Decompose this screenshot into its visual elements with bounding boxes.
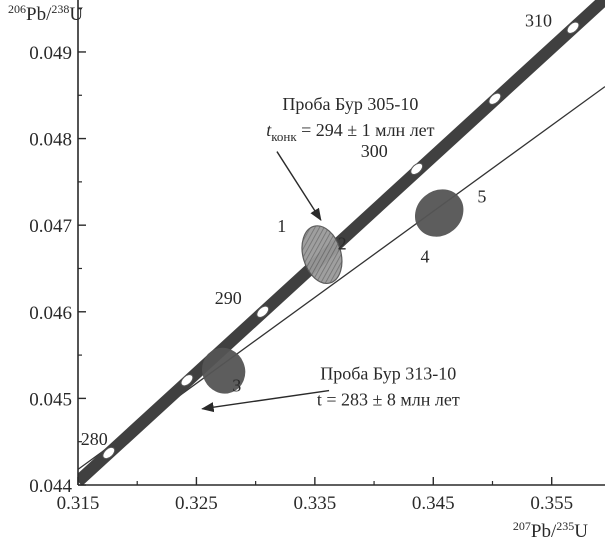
age-label-300: 300 — [361, 141, 388, 161]
x-tick-label-0.355: 0.355 — [530, 493, 573, 514]
axes: 0.315 0.325 0.335 0.345 0.355 0.044 0.045 0.046… — [8, 0, 605, 542]
labels-layer: 280 290 300 310 1 2 3 4 5 Проба Бур 305-10 tконк =… — [81, 11, 552, 449]
y-axis-title-sup2: 238 — [51, 2, 69, 16]
x-axis-title-main2: U — [574, 521, 588, 542]
error-ellipse-2 — [202, 347, 246, 394]
age-label-280: 280 — [81, 429, 108, 449]
y-axis-title-main2: U — [69, 4, 83, 25]
x-tick-label-0.325: 0.325 — [175, 493, 218, 514]
age-marker-290 — [256, 305, 270, 318]
sample-305-annotation-title: Проба Бур 305-10 — [282, 94, 418, 114]
point-label-3: 3 — [232, 375, 241, 395]
y-tick-label-0.044: 0.044 — [29, 476, 72, 497]
age-label-310: 310 — [525, 11, 552, 31]
age-marker-280 — [102, 446, 116, 460]
sample-305-annotation-value: = 294 ± 1 млн лет — [297, 120, 435, 140]
error-ellipse-1 — [301, 225, 343, 285]
x-axis-title-main1: Pb/ — [531, 521, 557, 542]
y-tick-label-0.046: 0.046 — [29, 303, 72, 324]
y-tick-label-0.049: 0.049 — [29, 43, 72, 64]
y-tick-label-0.045: 0.045 — [29, 389, 72, 410]
sample-313-annotation-arrow — [201, 389, 330, 413]
y-tick-label-0.048: 0.048 — [29, 130, 72, 151]
y-tick-label-0.047: 0.047 — [29, 216, 72, 237]
sample-305-annotation-arrow — [276, 151, 322, 222]
error-ellipse-3 — [415, 189, 464, 237]
x-tick-label-0.315: 0.315 — [57, 493, 100, 514]
sample-305-annotation-t-symbol: t — [266, 120, 272, 140]
y-axis-title: 206Pb/238U — [8, 2, 83, 25]
sample-313-annotation-title: Проба Бур 313-10 — [320, 363, 456, 383]
x-tick-label-0.335: 0.335 — [293, 493, 336, 514]
age-marker-300 — [410, 162, 424, 176]
sample-305-annotation-subscript: конк — [271, 129, 297, 144]
age-marker-285 — [180, 374, 194, 387]
point-label-4: 4 — [420, 246, 429, 266]
x-axis-title-sup1: 207 — [513, 519, 531, 533]
x-axis-title-sup2: 235 — [556, 519, 574, 533]
point-label-5: 5 — [477, 187, 486, 207]
point-label-1: 1 — [277, 216, 286, 236]
plot-area — [78, 0, 605, 485]
x-axis-title: 207Pb/235U — [513, 519, 588, 542]
age-marker-310 — [566, 21, 580, 34]
y-axis-title-sup1: 206 — [8, 2, 26, 16]
age-label-290: 290 — [215, 288, 242, 308]
concordia-curve — [78, 0, 605, 485]
age-marker-305 — [488, 92, 502, 105]
y-axis-title-main1: Pb/ — [26, 4, 52, 25]
sample-305-annotation-age: tконк = 294 ± 1 млн лет — [266, 120, 434, 144]
x-tick-label-0.345: 0.345 — [412, 493, 455, 514]
sample-313-annotation-age: t = 283 ± 8 млн лет — [317, 389, 460, 409]
point-label-2: 2 — [338, 233, 347, 253]
